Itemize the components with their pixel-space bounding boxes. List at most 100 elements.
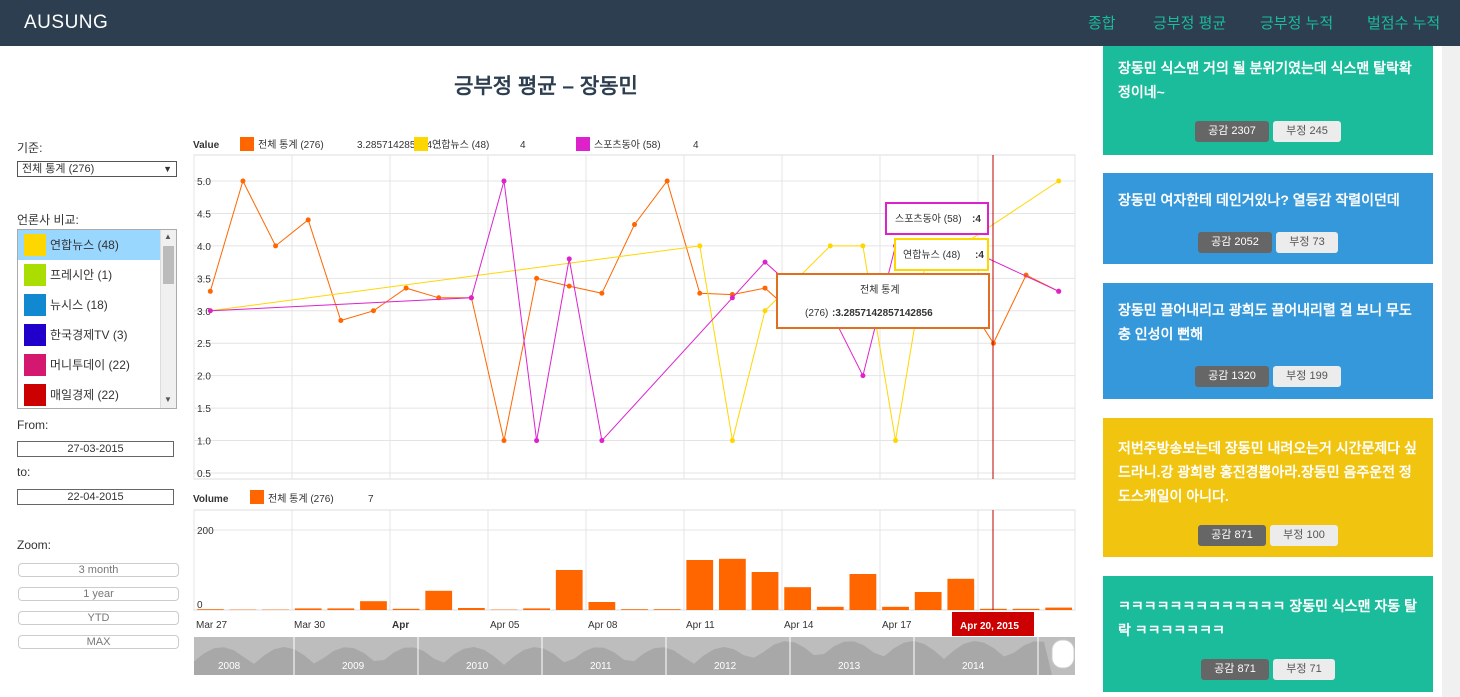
outlet-list-item[interactable]: 프레시안 (1): [18, 260, 160, 290]
nav-link-overview[interactable]: 종합: [1088, 15, 1116, 32]
volume-bar[interactable]: [555, 570, 583, 610]
series-point[interactable]: [403, 285, 409, 291]
series-point[interactable]: [338, 318, 344, 324]
navigator-year-label: 2011: [590, 661, 612, 672]
page-scrollbar-track[interactable]: [1442, 46, 1460, 697]
sentiment-chart[interactable]: 5.0 4.5 4.0 3.5 3.0 2.5 2.0 1.5 1.0 0.5 Value 전체 통계…: [190, 130, 1080, 680]
navigator-handle[interactable]: [1051, 639, 1075, 669]
series-point[interactable]: [468, 295, 474, 301]
volume-bar[interactable]: [621, 609, 648, 610]
dislike-button[interactable]: 부정 71: [1273, 659, 1335, 680]
series-point[interactable]: [893, 438, 899, 444]
volume-bar[interactable]: [392, 608, 420, 610]
dislike-button[interactable]: 부정 100: [1270, 525, 1338, 546]
volume-bar[interactable]: [1045, 607, 1073, 610]
outlet-list-item[interactable]: 뉴시스 (18): [18, 290, 160, 320]
series-point[interactable]: [1056, 178, 1062, 184]
volume-bar[interactable]: [196, 609, 224, 610]
series-point[interactable]: [240, 178, 246, 184]
outlet-list[interactable]: 연합뉴스 (48) 프레시안 (1) 뉴시스 (18) 한국경제TV (3) 머니투데이…: [17, 229, 177, 409]
scroll-thumb[interactable]: [163, 246, 174, 284]
volume-bar[interactable]: [523, 608, 550, 610]
series-point[interactable]: [534, 275, 540, 281]
series-point[interactable]: [534, 438, 540, 444]
zoom-ytd-button[interactable]: YTD: [18, 611, 179, 625]
outlet-color-swatch: [24, 234, 46, 256]
series-point[interactable]: [697, 243, 703, 249]
scroll-up-icon[interactable]: ▲: [164, 232, 172, 241]
volume-bar[interactable]: [751, 572, 779, 610]
volume-bar[interactable]: [914, 592, 942, 610]
series-point[interactable]: [501, 438, 507, 444]
series-point[interactable]: [664, 178, 670, 184]
series-point[interactable]: [827, 243, 833, 249]
volume-bar[interactable]: [653, 609, 681, 610]
volume-bar[interactable]: [947, 578, 975, 610]
volume-bar[interactable]: [686, 560, 714, 610]
like-button[interactable]: 공감 2052: [1198, 232, 1272, 253]
zoom-1year-button[interactable]: 1 year: [18, 587, 179, 601]
series-point[interactable]: [729, 295, 735, 301]
zoom-3month-button[interactable]: 3 month: [18, 563, 179, 577]
nav-link-sentiment-average[interactable]: 긍부정 평균: [1153, 15, 1227, 32]
nav-link-sentiment-cumulative[interactable]: 긍부정 누적: [1260, 15, 1334, 32]
series-point[interactable]: [762, 259, 768, 265]
series-point[interactable]: [632, 221, 637, 227]
volume-bar[interactable]: [784, 587, 812, 610]
brand-logo[interactable]: AUSUNG: [24, 12, 109, 33]
outlet-list-scrollbar[interactable]: ▲ ▼: [160, 230, 176, 408]
from-date-input[interactable]: 27-03-2015: [17, 441, 174, 457]
volume-bar[interactable]: [588, 602, 616, 610]
volume-bar[interactable]: [816, 606, 844, 610]
volume-bar[interactable]: [360, 601, 387, 610]
dislike-button[interactable]: 부정 73: [1276, 232, 1338, 253]
volume-bar[interactable]: [719, 558, 746, 610]
series-point[interactable]: [697, 290, 703, 296]
series-point[interactable]: [207, 308, 213, 314]
comment-card: 장동민 여자한테 데인거있나? 열등감 작렬이던데 공감 2052 부정 73: [1103, 173, 1433, 264]
volume-bar[interactable]: [1012, 608, 1040, 610]
series-point[interactable]: [762, 285, 768, 291]
outlet-list-item[interactable]: 매일경제 (22): [18, 380, 160, 408]
legend-series-value: 3.285714285714…: [357, 140, 442, 151]
series-point[interactable]: [1056, 288, 1062, 294]
series-point[interactable]: [599, 290, 605, 296]
series-point[interactable]: [566, 256, 572, 262]
volume-chart-title: Volume: [193, 494, 229, 505]
zoom-label: Zoom:: [17, 538, 52, 552]
series-point[interactable]: [762, 308, 768, 314]
tooltip-box: [885, 202, 989, 235]
series-point[interactable]: [599, 438, 605, 444]
scroll-down-icon[interactable]: ▼: [164, 395, 172, 404]
dislike-button[interactable]: 부정 199: [1273, 366, 1341, 387]
comment-text: ㅋㅋㅋㅋㅋㅋㅋㅋㅋㅋㅋㅋㅋ 장동민 식스맨 자동 탈락 ㅋㅋㅋㅋㅋㅋㅋ: [1118, 598, 1417, 638]
outlet-list-item[interactable]: 한국경제TV (3): [18, 320, 160, 350]
volume-bar[interactable]: [849, 574, 877, 610]
series-point[interactable]: [729, 438, 735, 444]
series-point[interactable]: [207, 288, 213, 294]
volume-bar[interactable]: [327, 608, 355, 610]
outlet-list-item[interactable]: 연합뉴스 (48): [18, 230, 160, 260]
volume-bar[interactable]: [294, 608, 322, 610]
volume-bar[interactable]: [425, 590, 453, 610]
to-date-input[interactable]: 22-04-2015: [17, 489, 174, 505]
series-point[interactable]: [501, 178, 507, 184]
series-point[interactable]: [370, 308, 376, 314]
volume-bar[interactable]: [457, 608, 485, 610]
series-point[interactable]: [860, 373, 866, 379]
series-point[interactable]: [860, 243, 866, 249]
nav-link-penalty-cumulative[interactable]: 벌점수 누적: [1367, 15, 1441, 32]
series-point[interactable]: [566, 283, 572, 289]
like-button[interactable]: 공감 871: [1201, 659, 1269, 680]
like-button[interactable]: 공감 2307: [1195, 121, 1269, 142]
like-button[interactable]: 공감 1320: [1195, 366, 1269, 387]
series-point[interactable]: [305, 217, 311, 223]
zoom-max-button[interactable]: MAX: [18, 635, 179, 649]
dislike-button[interactable]: 부정 245: [1273, 121, 1341, 142]
outlet-list-item[interactable]: 머니투데이 (22): [18, 350, 160, 380]
x-axis-label: Apr 08: [588, 620, 618, 631]
volume-bar[interactable]: [882, 606, 909, 610]
like-button[interactable]: 공감 871: [1198, 525, 1266, 546]
series-point[interactable]: [273, 243, 279, 249]
basis-select[interactable]: 전체 통계 (276) ▼: [17, 161, 177, 177]
